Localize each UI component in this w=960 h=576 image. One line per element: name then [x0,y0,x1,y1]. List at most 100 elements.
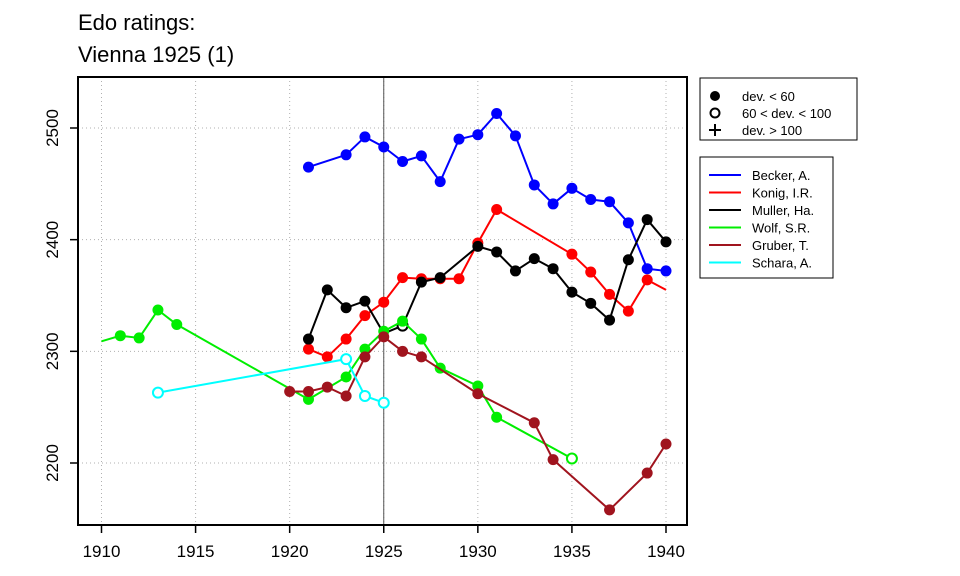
data-point [547,263,559,275]
series-wolf-s-r [101,304,578,465]
data-point [604,314,616,326]
x-tick-label: 1940 [647,542,685,561]
data-point [528,179,540,191]
data-point [491,107,503,119]
grid [78,77,687,525]
series-line [157,358,385,404]
y-tick-label: 2400 [43,221,62,259]
data-point [397,156,409,167]
data-point [321,284,333,296]
data-point [660,265,672,277]
series-legend-label: Konig, I.R. [752,186,813,201]
data-point [415,351,427,363]
x-tick-label: 1925 [365,542,403,561]
x-tick-label: 1920 [271,542,309,561]
data-point [566,286,578,298]
data-point [491,246,503,258]
data-point [378,141,390,153]
series-gruber-t [284,331,672,516]
chart-title: Edo ratings: [78,10,196,35]
data-point [302,393,314,405]
data-point [566,182,578,194]
series-legend-box [699,156,834,279]
data-point [565,452,578,465]
data-point [585,297,597,309]
data-point [359,351,371,363]
data-point [415,276,427,288]
y-tick-label: 2200 [43,444,62,482]
data-point [340,353,353,366]
deviation-legend: dev. < 60 60 < dev. < 100 dev. > 100 [699,77,858,141]
data-point [604,288,616,300]
series-legend-label: Gruber, T. [752,238,809,253]
data-point [528,417,540,429]
series-legend-label: Muller, Ha. [752,203,814,218]
data-point [284,386,296,398]
data-point [434,272,446,284]
data-point [151,386,164,399]
data-point [340,390,352,402]
data-point [472,388,484,400]
data-point [133,332,145,344]
data-point [491,411,503,423]
data-point [509,130,521,142]
series-konig-i-r [302,204,667,363]
data-point [641,274,653,286]
data-point [415,150,427,162]
data-point [528,253,540,265]
axes: 1910 1915 1920 1925 1930 1935 1940 2200 2300 2400… [43,109,685,561]
data-point [359,131,371,143]
data-point [453,273,465,285]
y-tick-label: 2300 [43,332,62,370]
data-point [321,381,333,393]
data-point [641,214,653,226]
data-point [302,386,314,398]
data-point [472,380,484,392]
series-group [101,107,672,516]
data-point [340,333,352,345]
data-point [585,193,597,205]
data-point [641,263,653,275]
data-point [302,343,314,355]
data-point [472,129,484,141]
data-point [604,504,616,516]
data-point [585,266,597,278]
data-point [660,438,672,450]
series-legend-label: Wolf, S.R. [752,221,810,236]
chart-subtitle: Vienna 1925 (1) [78,42,235,67]
data-point [566,248,578,260]
legend-marker-plus [709,124,721,136]
data-point [397,345,409,357]
data-point [622,217,634,229]
data-point [415,333,427,345]
x-tick-label: 1935 [553,542,591,561]
data-point [547,454,559,466]
data-point [453,133,465,145]
data-point [114,330,126,342]
data-point [377,396,390,409]
series-schara-a [151,353,390,409]
data-point [340,302,352,314]
series-line [101,309,573,460]
data-point [622,254,634,266]
data-point [340,371,352,383]
data-point [397,272,409,284]
data-point [509,265,521,277]
series-becker-a [302,107,672,277]
data-point [321,351,333,363]
data-point [378,296,390,308]
data-point [491,204,503,216]
data-point [359,343,371,355]
series-legend: Becker, A. Konig, I.R. Muller, Ha. Wolf, S.… [699,156,834,279]
series-legend-label: Schara, A. [752,256,812,271]
data-point [359,295,371,307]
data-point [340,149,352,161]
data-point [604,196,616,208]
series-line [308,208,667,358]
data-point [302,161,314,173]
legend-marker-open [709,107,721,119]
data-point [434,176,446,188]
data-point [660,236,672,248]
plot-frame [77,76,688,526]
